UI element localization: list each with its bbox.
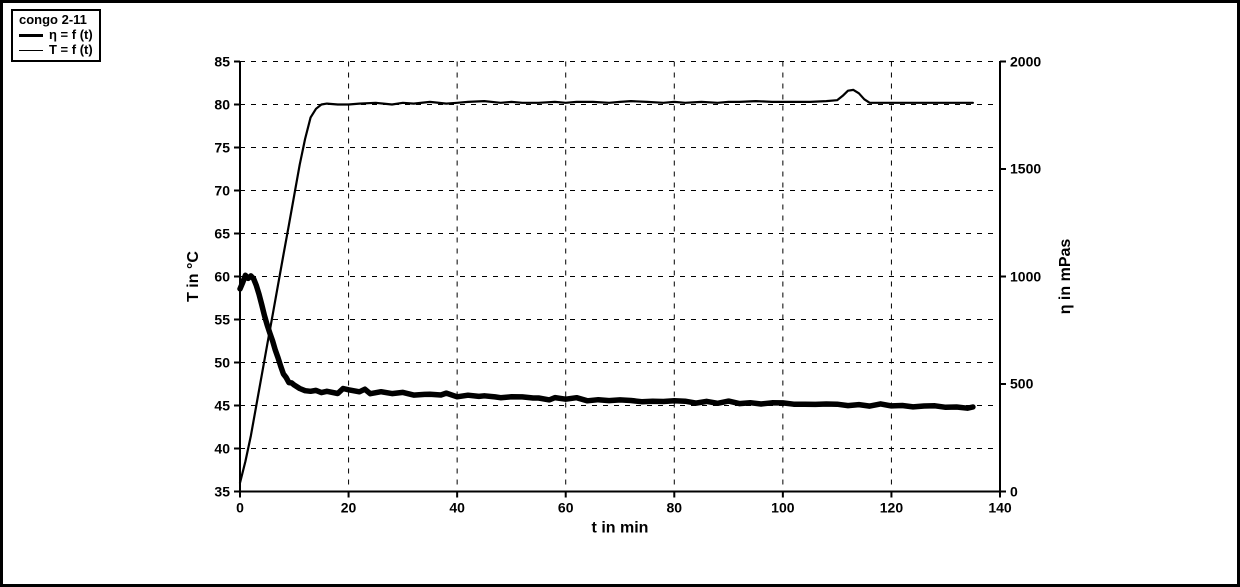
- legend-sample-thin: [19, 45, 43, 55]
- tick-label: 60: [558, 499, 574, 515]
- chart-svg: [185, 51, 1055, 536]
- tick-label: 120: [880, 499, 903, 515]
- tick-label: 55: [214, 311, 230, 327]
- tick-label: 65: [214, 225, 230, 241]
- tick-label: 40: [449, 499, 465, 515]
- legend-item-temp: T = f (t): [19, 43, 93, 58]
- tick-label: 100: [771, 499, 794, 515]
- legend-box: congo 2-11 η = f (t) T = f (t): [11, 9, 101, 62]
- tick-label: 140: [988, 499, 1011, 515]
- y2-axis-label: η in mPas: [1057, 238, 1075, 314]
- tick-label: 60: [214, 268, 230, 284]
- legend-label-temp: T = f (t): [49, 43, 93, 58]
- legend-title: congo 2-11: [19, 13, 87, 28]
- tick-label: 50: [214, 354, 230, 370]
- x-axis-label: t in min: [592, 519, 649, 537]
- tick-label: 75: [214, 139, 230, 155]
- chart-frame: congo 2-11 η = f (t) T = f (t) t in min …: [0, 0, 1240, 587]
- chart-area: t in min T in °C η in mPas 0204060801001…: [185, 51, 1055, 536]
- tick-label: 70: [214, 182, 230, 198]
- tick-label: 80: [666, 499, 682, 515]
- tick-label: 80: [214, 96, 230, 112]
- y1-axis-label: T in °C: [185, 251, 203, 302]
- tick-label: 500: [1010, 376, 1033, 392]
- tick-label: 40: [214, 440, 230, 456]
- tick-label: 45: [214, 397, 230, 413]
- tick-label: 20: [341, 499, 357, 515]
- tick-label: 85: [214, 53, 230, 69]
- legend-item-eta: η = f (t): [19, 28, 93, 43]
- tick-label: 1000: [1010, 268, 1041, 284]
- legend-sample-thick: [19, 30, 43, 40]
- tick-label: 35: [214, 483, 230, 499]
- legend-label-eta: η = f (t): [49, 28, 93, 43]
- tick-label: 1500: [1010, 161, 1041, 177]
- tick-label: 0: [236, 499, 244, 515]
- tick-label: 2000: [1010, 53, 1041, 69]
- tick-label: 0: [1010, 483, 1018, 499]
